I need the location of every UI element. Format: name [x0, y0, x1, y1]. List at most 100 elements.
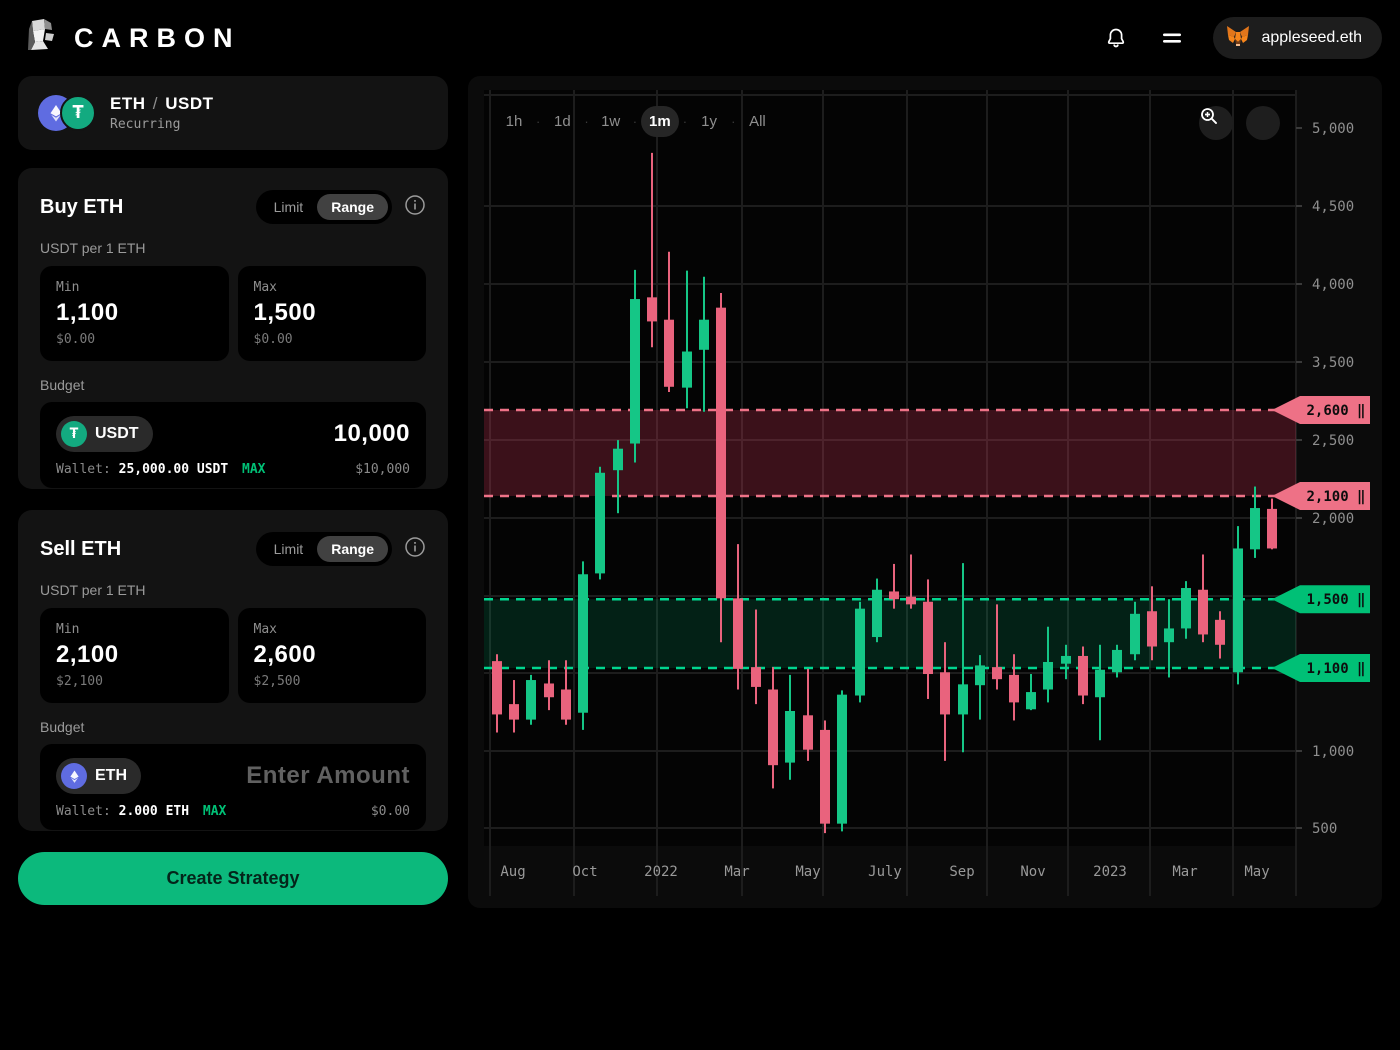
candle-body	[561, 689, 571, 720]
buy-budget-token-chip[interactable]: ₮ USDT	[56, 416, 153, 452]
eth-token-icon	[61, 763, 87, 789]
buy-max-button[interactable]: MAX	[242, 462, 266, 477]
buy-budget-amount: 10,000	[333, 420, 410, 447]
sell-range-band[interactable]	[484, 410, 1296, 496]
carbon-logo-icon	[24, 17, 60, 60]
candle-body	[1130, 613, 1140, 655]
buy-budget-fiat: $10,000	[355, 462, 410, 477]
candle-body	[803, 715, 813, 750]
usdt-token-icon: ₮	[61, 421, 87, 447]
buy-budget-token-label: USDT	[95, 425, 139, 442]
brand-name: CARBON	[74, 22, 241, 53]
price-tag-1100[interactable]	[1272, 654, 1370, 682]
menu-icon[interactable]	[1157, 23, 1187, 53]
wallet-address: appleseed.eth	[1261, 29, 1362, 46]
sell-budget-token-label: ETH	[95, 767, 127, 784]
x-axis-label: May	[795, 864, 820, 880]
price-tag-1500[interactable]	[1272, 585, 1370, 614]
sell-wallet-balance: 2.000 ETH	[118, 804, 190, 819]
candle-body	[1267, 508, 1277, 549]
buy-max-label: Max	[253, 280, 277, 295]
y-axis-label: 4,000	[1312, 277, 1354, 293]
buy-wallet-balance: 25,000.00 USDT	[118, 462, 229, 477]
pair-quote: USDT	[165, 94, 214, 113]
timeframe-1h[interactable]: 1h	[505, 113, 523, 130]
candle-body	[1233, 548, 1243, 673]
candle-body	[940, 672, 950, 715]
sell-limit-range-toggle: Limit Range	[255, 532, 392, 566]
candlestick-chart[interactable]: 5,0004,5004,0003,5002,5002,0001,0001,000…	[468, 76, 1382, 908]
buy-range-option[interactable]: Range	[317, 194, 388, 220]
y-axis-label: 4,500	[1312, 199, 1354, 215]
candle-body	[1147, 611, 1157, 647]
x-axis-label: July	[868, 864, 902, 880]
sell-max-price-input[interactable]: Max 2,600 $2,500	[237, 608, 426, 703]
brand[interactable]: CARBON	[24, 17, 241, 60]
buy-max-fiat: $0.00	[253, 332, 293, 347]
create-strategy-button[interactable]: Create Strategy	[18, 852, 448, 905]
timeframe-all[interactable]: All	[749, 113, 766, 130]
sell-info-icon[interactable]	[404, 536, 426, 563]
buy-info-icon[interactable]	[404, 194, 426, 221]
buy-wallet-label: Wallet:	[56, 462, 111, 477]
buy-min-price-input[interactable]: Min 1,100 $0.00	[40, 266, 229, 361]
pair-selector[interactable]: ₮ ETH / USDT Recurring	[18, 76, 448, 150]
top-actions: appleseed.eth	[1101, 0, 1382, 76]
sell-max-button[interactable]: MAX	[202, 804, 227, 819]
zoom-controls	[1199, 106, 1280, 140]
candle-body	[647, 297, 657, 322]
sell-section: Sell ETH Limit Range USDT per 1 ETH Min …	[18, 510, 448, 831]
buy-budget-input[interactable]: ₮ USDT 10,000 Wallet: 25,000.00 USDT MAX…	[40, 402, 426, 488]
candle-body	[785, 711, 795, 763]
separator-dot: ·	[682, 114, 688, 129]
sell-range-option[interactable]: Range	[317, 536, 388, 562]
x-axis-label: Oct	[572, 864, 597, 880]
buy-limit-option[interactable]: Limit	[273, 199, 304, 215]
sell-min-fiat: $2,100	[56, 674, 103, 689]
price-tag-label: 2,600 ‖	[1306, 403, 1365, 419]
usdt-token-icon: ₮	[60, 95, 96, 131]
separator-dot: ·	[584, 114, 589, 129]
timeframe-1d[interactable]: 1d	[554, 113, 571, 130]
sell-price-unit-label: USDT per 1 ETH	[40, 582, 146, 598]
candle-body	[1078, 655, 1088, 696]
buy-max-value: 1,500	[253, 299, 317, 326]
pair-title: ETH / USDT	[110, 94, 213, 114]
candle-body	[595, 472, 605, 574]
x-axis-label: 2022	[644, 864, 678, 880]
price-tag-2100[interactable]	[1272, 482, 1370, 510]
timeframe-1y[interactable]: 1y	[701, 113, 717, 130]
timeframe-1m[interactable]: 1m	[641, 106, 679, 137]
wallet-button[interactable]: appleseed.eth	[1213, 17, 1382, 59]
timeframe-1w[interactable]: 1w	[601, 113, 621, 130]
sell-min-price-input[interactable]: Min 2,100 $2,100	[40, 608, 229, 703]
candle-body	[1198, 589, 1208, 635]
candle-body	[509, 704, 519, 720]
sell-budget-input[interactable]: ETH Enter Amount Wallet: 2.000 ETH MAX $…	[40, 744, 426, 830]
candle-body	[1061, 655, 1071, 664]
candle-body	[855, 608, 865, 696]
y-axis-label: 2,000	[1312, 511, 1354, 527]
strategy-mode-label: Recurring	[110, 117, 181, 132]
buy-limit-range-toggle: Limit Range	[255, 190, 392, 224]
x-axis-label: Nov	[1020, 864, 1045, 880]
candle-body	[613, 448, 623, 471]
buy-range-band[interactable]	[484, 599, 1296, 668]
x-axis-label: Mar	[1172, 864, 1197, 880]
pair-slash: /	[152, 94, 158, 113]
candle-body	[837, 694, 847, 824]
buy-max-price-input[interactable]: Max 1,500 $0.00	[237, 266, 426, 361]
candle-body	[526, 680, 536, 720]
y-axis-label: 500	[1312, 821, 1337, 837]
candle-body	[889, 591, 899, 600]
y-axis-label: 1,000	[1312, 744, 1354, 760]
buy-section: Buy ETH Limit Range USDT per 1 ETH Min 1…	[18, 168, 448, 489]
price-tag-2600[interactable]	[1272, 396, 1370, 424]
zoom-out-icon[interactable]	[1201, 106, 1280, 140]
x-axis-label: 2023	[1093, 864, 1127, 880]
sell-budget-amount-placeholder: Enter Amount	[246, 762, 410, 789]
sell-budget-token-chip[interactable]: ETH	[56, 758, 141, 794]
sell-limit-option[interactable]: Limit	[273, 541, 304, 557]
notification-bell-icon[interactable]	[1101, 23, 1131, 53]
candle-body	[1164, 628, 1174, 643]
